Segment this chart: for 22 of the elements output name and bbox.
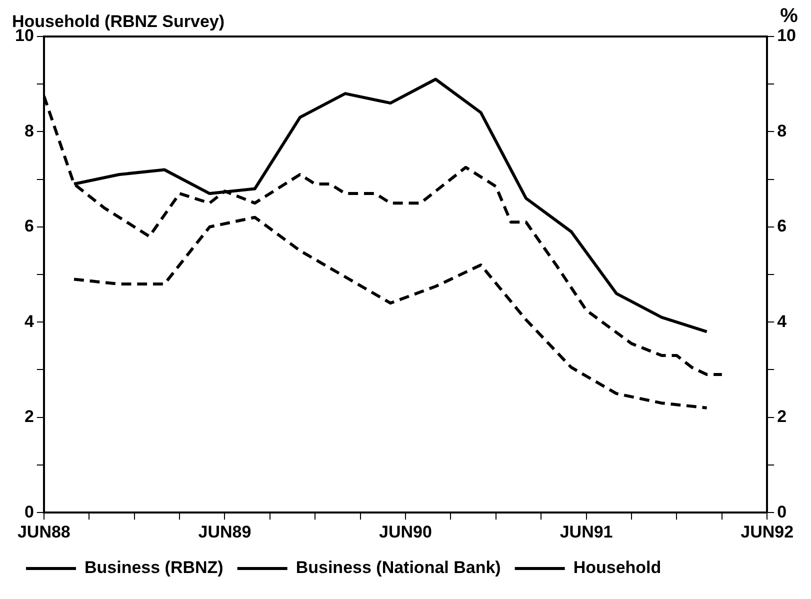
y-tick-label: 6 [24, 216, 34, 236]
legend-label: Household [573, 558, 662, 578]
y-tick-label: 10 [14, 26, 34, 46]
y-tick-label: 2 [24, 407, 34, 426]
y-tick-label: 0 [24, 502, 34, 522]
y-tick-label: 4 [24, 312, 34, 331]
x-tick-label: JUN92 [740, 522, 794, 542]
x-tick-label: JUN91 [560, 522, 613, 542]
legend-label: Business (National Bank) [296, 558, 501, 578]
y2-axis-title: % [780, 4, 798, 27]
y2-tick-label: 8 [777, 121, 787, 140]
x-tick-label: JUN89 [198, 522, 252, 542]
y2-tick-label: 4 [777, 312, 788, 331]
y2-tick-label: 6 [777, 216, 787, 236]
x-tick-label: JUN88 [17, 522, 70, 542]
line-series [72, 216, 708, 410]
legend-label: Business (RBNZ) [84, 558, 224, 578]
y2-tick-label: 10 [777, 26, 796, 46]
y2-tick-label: 2 [777, 407, 787, 426]
x-tick-label: JUN90 [379, 522, 432, 542]
y-tick-label: 8 [24, 121, 34, 140]
y2-tick-label: 0 [777, 502, 787, 522]
